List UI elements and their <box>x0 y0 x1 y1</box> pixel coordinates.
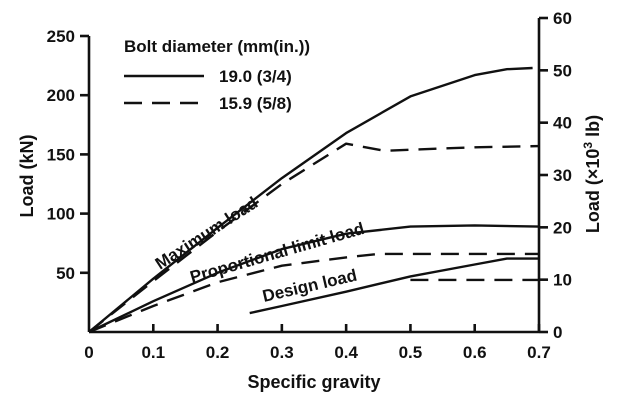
y-tick-label: 50 <box>56 264 75 283</box>
design-solid-line <box>249 257 539 315</box>
x-tick-label: 0 <box>84 343 93 362</box>
y-tick-label: 250 <box>47 27 75 46</box>
series-layer <box>88 66 540 334</box>
x-tick-label: 0.6 <box>463 343 487 362</box>
maximum-dashed-line <box>88 142 540 333</box>
right-tick-label: 30 <box>553 166 572 185</box>
proportional-solid-line <box>88 224 540 334</box>
x-axis-ticks: 0 0.1 0.2 0.3 0.4 0.5 0.6 0.7 <box>84 324 551 362</box>
right-tick-label: 10 <box>553 271 572 290</box>
x-tick-label: 0.2 <box>206 343 230 362</box>
right-axis-ticks: 0 10 20 30 40 50 60 <box>539 9 572 342</box>
right-axis-title: Load (×103 lb) <box>581 115 603 233</box>
y-tick-label: 200 <box>47 86 75 105</box>
x-tick-label: 0.4 <box>334 343 358 362</box>
right-axis-title-suffix: lb) <box>583 115 603 142</box>
right-tick-label: 20 <box>553 218 572 237</box>
y-tick-label: 150 <box>47 145 75 164</box>
right-tick-label: 40 <box>553 114 572 133</box>
legend-label-solid: 19.0 (3/4) <box>219 67 292 86</box>
y-axis-ticks: 50 100 150 200 250 <box>47 27 89 283</box>
right-tick-label: 60 <box>553 9 572 28</box>
y-tick-label: 100 <box>47 205 75 224</box>
x-tick-label: 0.1 <box>141 343 165 362</box>
maximum-solid-line <box>88 66 533 333</box>
right-axis-title-exponent: 3 <box>581 142 595 149</box>
proportional-dashed-line <box>88 252 539 334</box>
y-axis-title: Load (kN) <box>17 134 37 217</box>
legend: Bolt diameter (mm(in.)) 19.0 (3/4) 15.9 … <box>124 37 310 113</box>
x-tick-label: 0.3 <box>270 343 294 362</box>
legend-title: Bolt diameter (mm(in.)) <box>124 37 310 56</box>
right-tick-label: 0 <box>553 323 562 342</box>
x-axis-title: Specific gravity <box>247 372 380 392</box>
right-axis-title-prefix: Load (×10 <box>583 149 603 234</box>
x-tick-label: 0.5 <box>399 343 423 362</box>
right-tick-label: 50 <box>553 61 572 80</box>
legend-label-dashed: 15.9 (5/8) <box>219 94 292 113</box>
x-tick-label: 0.7 <box>527 343 551 362</box>
